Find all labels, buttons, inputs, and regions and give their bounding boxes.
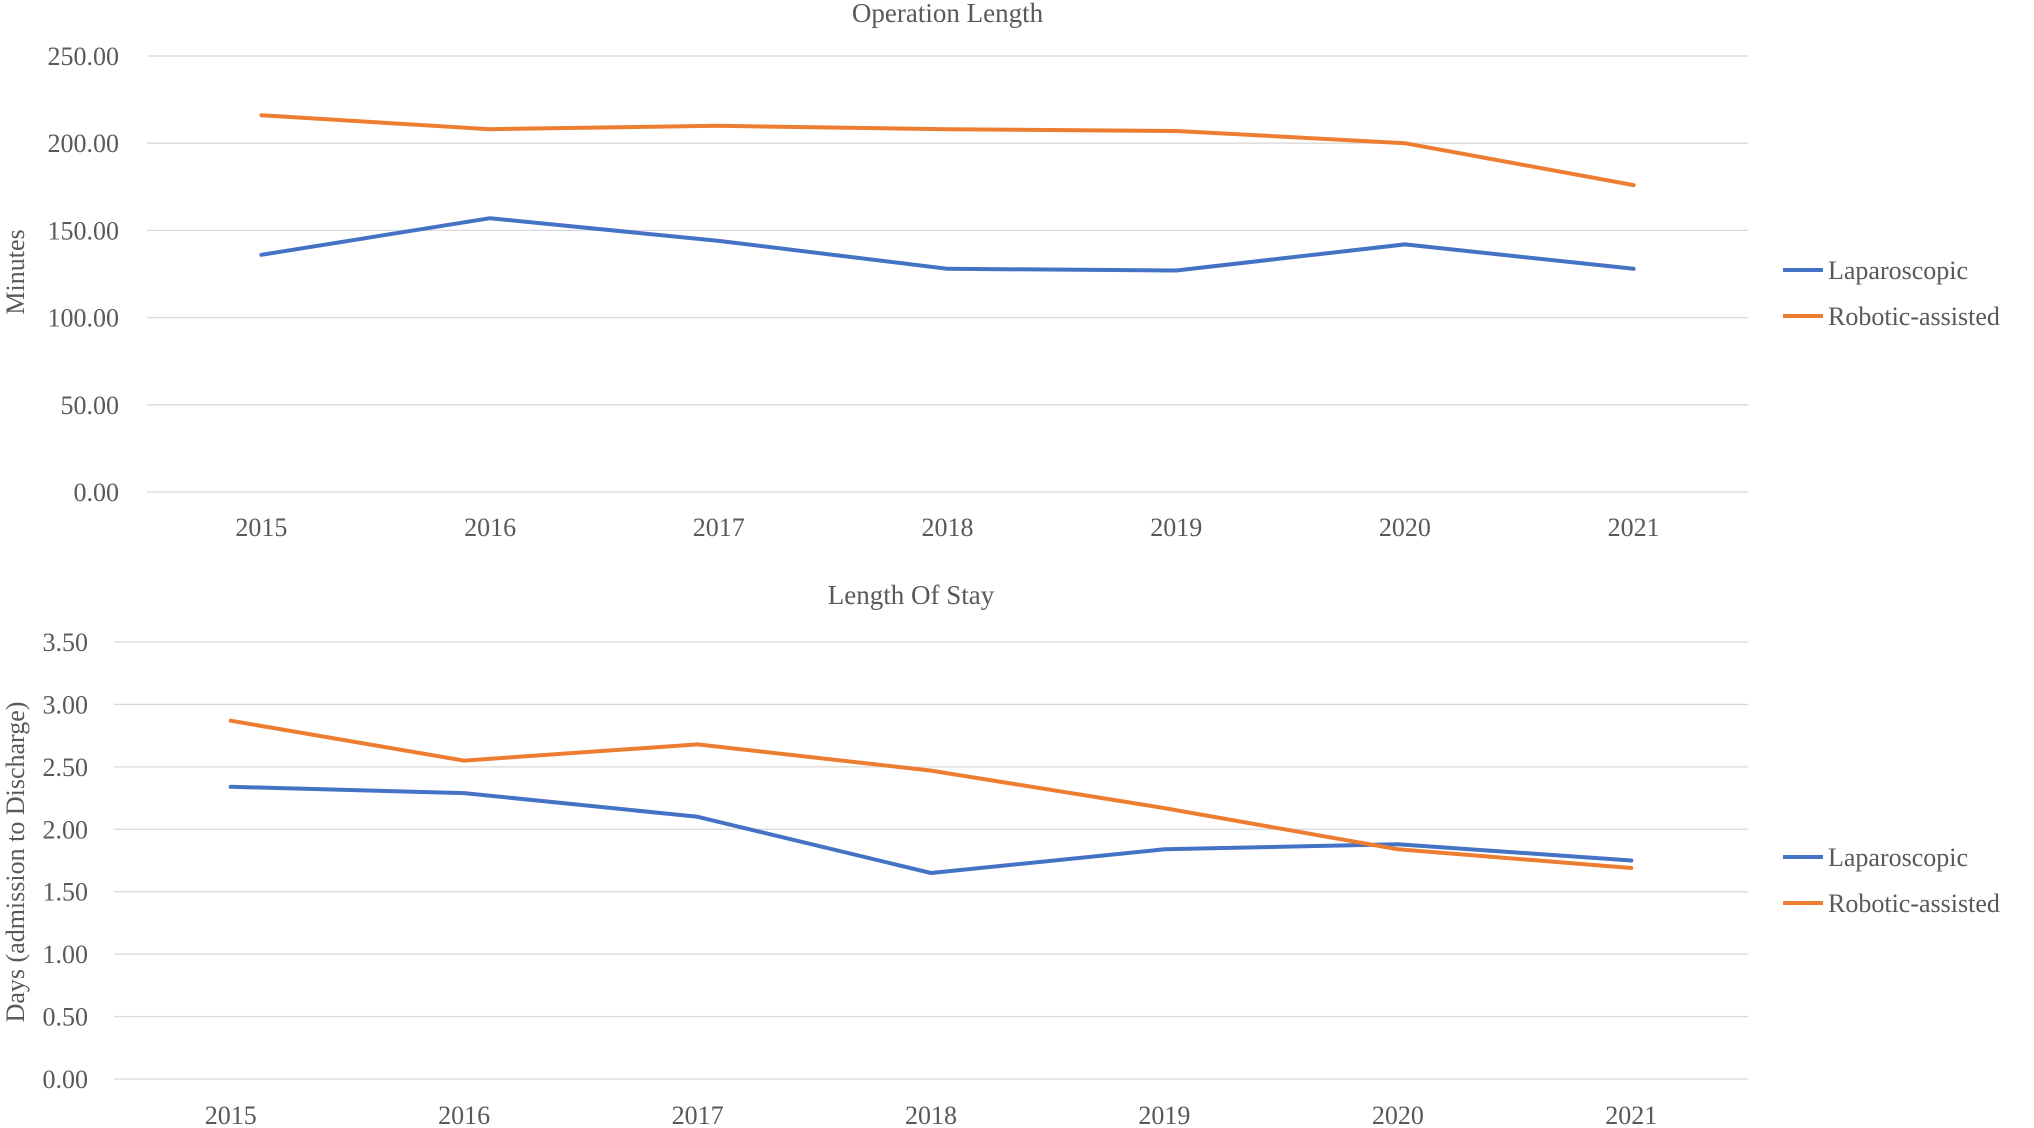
y-tick-label: 250.00: [48, 42, 120, 71]
y-tick-label: 2.00: [43, 815, 89, 844]
y-tick-label: 0.50: [43, 1003, 89, 1032]
y-tick-label: 1.00: [43, 940, 89, 969]
x-tick-label: 2017: [672, 1101, 724, 1128]
legend-label: Robotic-assisted: [1828, 302, 2000, 331]
y-tick-label: 0.00: [43, 1065, 89, 1094]
y-tick-label: 50.00: [61, 391, 120, 420]
x-tick-label: 2020: [1379, 513, 1431, 542]
x-tick-label: 2016: [438, 1101, 490, 1128]
x-tick-label: 2018: [905, 1101, 957, 1128]
y-axis-label: Minutes: [1, 229, 30, 314]
x-tick-label: 2021: [1608, 513, 1660, 542]
x-tick-label: 2020: [1372, 1101, 1424, 1128]
series-line-laparoscopic: [259, 216, 1636, 273]
y-tick-label: 100.00: [48, 304, 120, 333]
x-tick-label: 2016: [464, 513, 516, 542]
y-tick-label: 3.00: [43, 690, 89, 719]
legend-label: Laparoscopic: [1828, 843, 1968, 872]
y-tick-label: 1.50: [43, 878, 89, 907]
x-tick-label: 2018: [922, 513, 974, 542]
x-tick-label: 2019: [1150, 513, 1202, 542]
legend-label: Robotic-assisted: [1828, 889, 2000, 918]
y-tick-label: 150.00: [48, 216, 120, 245]
x-tick-label: 2015: [235, 513, 287, 542]
y-tick-label: 3.50: [43, 628, 89, 657]
y-tick-label: 0.00: [74, 478, 120, 507]
x-tick-label: 2021: [1605, 1101, 1657, 1128]
legend-label: Laparoscopic: [1828, 256, 1968, 285]
y-tick-label: 200.00: [48, 129, 120, 158]
x-tick-label: 2017: [693, 513, 745, 542]
series-line-robotic-assisted: [259, 113, 1636, 188]
x-tick-label: 2015: [205, 1101, 257, 1128]
x-tick-label: 2019: [1138, 1101, 1190, 1128]
y-axis-label: Days (admission to Discharge): [1, 702, 30, 1023]
chart-title: Length Of Stay: [828, 580, 995, 610]
chart-title: Operation Length: [852, 0, 1044, 28]
y-tick-label: 2.50: [43, 753, 89, 782]
